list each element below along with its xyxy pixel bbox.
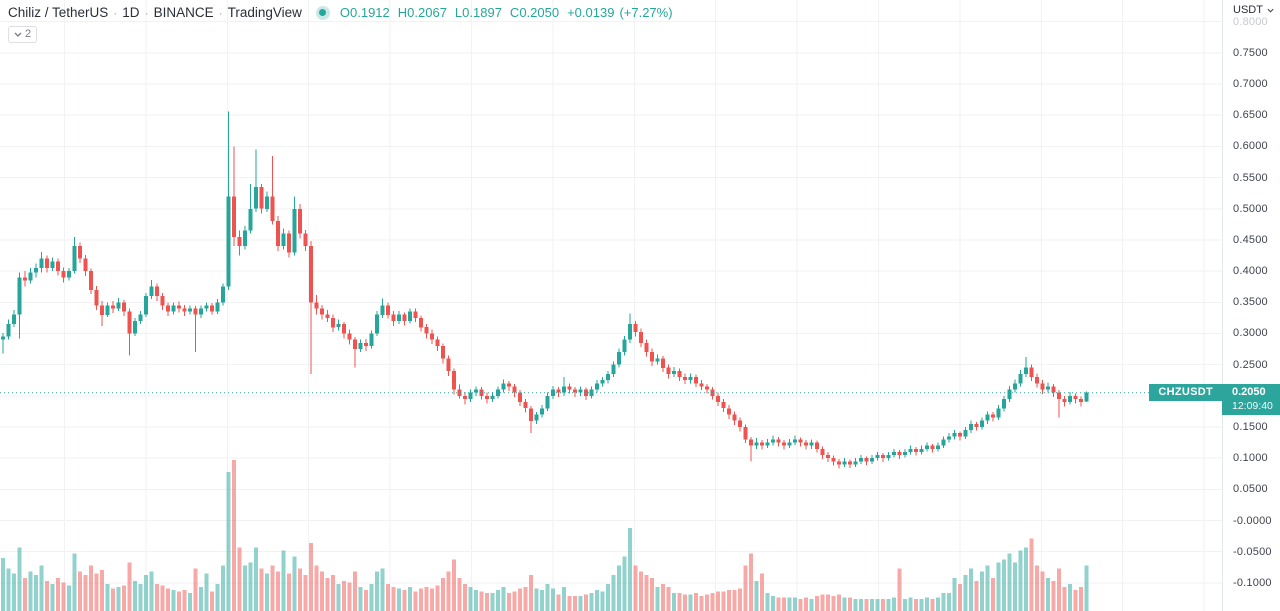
- candle-series: [1, 111, 1089, 469]
- legend-collapse-button[interactable]: 2: [8, 26, 38, 43]
- last-price-value: 0.2050: [1232, 386, 1266, 399]
- currency-label: USDT: [1233, 4, 1263, 16]
- price-axis-label: 0.6000: [1233, 140, 1268, 153]
- market-status-dot-icon[interactable]: [315, 5, 330, 20]
- price-axis-label: 0.5000: [1233, 202, 1268, 215]
- price-axis-label: -0.0000: [1233, 514, 1272, 527]
- last-price-badge: 0.2050 12:09:40: [1222, 384, 1280, 416]
- price-axis-label: 0.3500: [1233, 296, 1268, 309]
- price-axis-label: 0.1500: [1233, 421, 1268, 433]
- low-value: L0.1897: [454, 5, 502, 20]
- collapse-count: 2: [25, 28, 32, 40]
- interval-label[interactable]: 1D: [122, 5, 140, 20]
- open-value: O0.1912: [339, 5, 390, 20]
- exchange-label: BINANCE: [153, 5, 214, 20]
- change-percent: (+7.27%): [619, 5, 673, 20]
- legend-separator: ·: [218, 5, 223, 20]
- change-value: +0.0139: [567, 5, 615, 20]
- price-axis-label: 0.7000: [1233, 78, 1268, 91]
- high-value: H0.2067: [397, 5, 447, 20]
- price-axis-label: 0.4000: [1233, 265, 1268, 278]
- price-axis-label: 0.7500: [1233, 46, 1268, 59]
- last-price-symbol-badge: CHZUSDT: [1149, 384, 1222, 402]
- price-axis-label: -0.1000: [1233, 576, 1272, 589]
- legend-separator: ·: [113, 5, 118, 20]
- symbol-legend[interactable]: Chiliz / TetherUS · 1D · BINANCE · Tradi…: [8, 5, 302, 20]
- price-axis-label: 0.6500: [1233, 109, 1268, 122]
- price-axis-label: 0.1000: [1233, 452, 1268, 465]
- chevron-down-icon: [1267, 8, 1274, 13]
- price-axis-label: 0.0500: [1233, 483, 1268, 496]
- tradingview-watermark: TradingView: [227, 5, 302, 20]
- volume-series: [1, 460, 1089, 611]
- legend-separator: ·: [144, 5, 149, 20]
- chevron-down-icon: [14, 32, 22, 37]
- currency-selector[interactable]: USDT: [1233, 4, 1274, 16]
- chart-legend: Chiliz / TetherUS · 1D · BINANCE · Tradi…: [8, 5, 673, 20]
- ohlc-values: O0.1912 H0.2067 L0.1897 C0.2050 +0.0139 …: [340, 5, 673, 20]
- bar-countdown-timer: 12:09:40: [1232, 400, 1273, 413]
- close-value: C0.2050: [509, 5, 560, 20]
- grid: [0, 0, 1222, 611]
- price-axis[interactable]: USDT 0.8000 0.7500 0.7000 0.6500 0.6000 0.550…: [1222, 0, 1280, 611]
- symbol-title[interactable]: Chiliz / TetherUS: [8, 5, 109, 20]
- price-axis-label: 0.4500: [1233, 233, 1268, 246]
- price-axis-label: 0.3000: [1233, 327, 1268, 340]
- price-axis-label: 0.8000: [1233, 15, 1268, 28]
- price-axis-label: 0.2500: [1233, 358, 1268, 371]
- price-axis-label: 0.5500: [1233, 171, 1268, 184]
- price-axis-label: -0.0500: [1233, 545, 1272, 558]
